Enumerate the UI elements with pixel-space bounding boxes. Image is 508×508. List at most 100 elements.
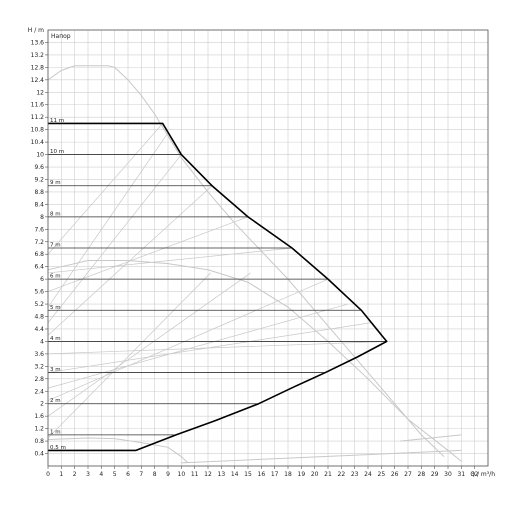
y-tick-label: 10 — [36, 152, 44, 159]
x-tick-label: 21 — [324, 471, 332, 478]
x-tick-label: 12 — [204, 471, 212, 478]
y-tick-label: 5.2 — [34, 301, 44, 308]
x-tick-label: 18 — [284, 471, 292, 478]
operating-envelope-line — [48, 122, 388, 452]
x-tick-label: 17 — [271, 471, 279, 478]
guide-lines — [47, 123, 387, 439]
guide-line — [47, 154, 182, 323]
right-guide — [399, 434, 462, 442]
setpoint-label: 6 m — [50, 274, 61, 280]
x-tick-label: 19 — [298, 471, 306, 478]
y-tick-label: 3.2 — [34, 363, 44, 370]
x-tick-label: 11 — [191, 471, 199, 478]
setpoint-label: 3 m — [50, 367, 61, 373]
setpoint-lines: 0.5 m 1 m 2 m 3 m 4 m 5 m 6 m 7 m 8 m 9 m 10 m 11 m — [48, 118, 387, 451]
bottom-guide — [181, 449, 462, 464]
x-tick-label: 32 — [471, 471, 479, 478]
power-curve — [47, 259, 462, 462]
y-tick-label: 2 — [40, 401, 44, 408]
guide-line — [47, 132, 169, 308]
y-axis-label: H / m — [28, 27, 44, 34]
x-tick-label: 16 — [258, 471, 266, 478]
x-tick-label: 10 — [178, 471, 186, 478]
setpoint-label: 11 m — [50, 118, 64, 124]
setpoint-label: 8 m — [50, 211, 61, 217]
y-tick-label: 9.6 — [34, 164, 44, 171]
setpoint-label: 10 m — [50, 149, 64, 155]
x-tick-label: 7 — [139, 471, 143, 478]
x-tick-label: 31 — [458, 471, 466, 478]
tick-labels: 0 1 2 3 4 5 6 7 8 9 10 11 12 13 14 15 16 17 18 19 20 21 22 23 24… — [31, 39, 479, 478]
x-tick-label: 29 — [431, 471, 439, 478]
x-tick-label: 0 — [46, 471, 50, 478]
legend-title: Напор — [51, 33, 71, 40]
y-tick-label: 6 — [40, 276, 44, 283]
y-tick-label: 9.2 — [34, 176, 44, 183]
y-tick-label: 10.4 — [31, 139, 45, 146]
y-tick-label: 12 — [36, 89, 44, 96]
setpoint-label: 7 m — [50, 243, 61, 249]
x-tick-label: 25 — [378, 471, 386, 478]
y-tick-label: 4.8 — [34, 314, 44, 321]
y-tick-label: 11.6 — [31, 102, 45, 109]
y-tick-label: 8 — [40, 214, 44, 221]
y-tick-label: 5.6 — [34, 289, 44, 296]
y-tick-label: 7.2 — [34, 239, 44, 246]
operating-envelope — [48, 122, 388, 452]
x-tick-label: 3 — [86, 471, 90, 478]
setpoint-label: 1 m — [50, 429, 61, 435]
setpoint-label: 9 m — [50, 180, 61, 186]
y-tick-label: 4 — [40, 338, 44, 345]
y-tick-label: 1.2 — [34, 426, 44, 433]
x-tick-label: 14 — [231, 471, 239, 478]
x-tick-label: 5 — [113, 471, 117, 478]
y-tick-label: 1.6 — [34, 413, 44, 420]
x-tick-label: 8 — [153, 471, 157, 478]
guide-line — [47, 278, 329, 401]
setpoint-label: 4 m — [50, 336, 61, 342]
y-tick-label: 13.2 — [31, 52, 45, 59]
y-tick-label: 3.6 — [34, 351, 44, 358]
min-curve — [47, 437, 189, 464]
setpoint-label: 0.5 m — [50, 445, 66, 451]
guide-line — [47, 272, 211, 439]
x-tick-label: 23 — [351, 471, 359, 478]
setpoint-label: 2 m — [50, 398, 61, 404]
y-tick-label: 6.4 — [34, 264, 44, 271]
curves — [47, 65, 462, 464]
max-curve — [47, 65, 445, 458]
x-tick-label: 4 — [99, 471, 103, 478]
x-tick-label: 26 — [391, 471, 399, 478]
y-tick-label: 12.4 — [31, 77, 45, 84]
x-tick-label: 6 — [126, 471, 130, 478]
x-tick-label: 24 — [364, 471, 372, 478]
x-tick-label: 9 — [166, 471, 170, 478]
y-tick-label: 10.8 — [31, 127, 45, 134]
y-tick-label: 2.4 — [34, 388, 44, 395]
x-tick-label: 27 — [404, 471, 412, 478]
y-tick-label: 7.6 — [34, 226, 44, 233]
x-tick-label: 15 — [244, 471, 252, 478]
y-tick-label: 2.8 — [34, 376, 44, 383]
y-tick-label: 0.4 — [34, 451, 44, 458]
y-tick-label: 0.8 — [34, 438, 44, 445]
y-tick-label: 8.4 — [34, 201, 44, 208]
y-tick-label: 11.2 — [31, 114, 45, 121]
x-tick-label: 13 — [218, 471, 226, 478]
guide-line — [47, 303, 349, 389]
x-tick-label: 20 — [311, 471, 319, 478]
x-tick-label: 2 — [73, 471, 77, 478]
x-axis-label: Q / m³/h — [470, 471, 495, 478]
y-tick-label: 6.8 — [34, 251, 44, 258]
y-tick-label: 13.6 — [31, 39, 45, 46]
x-tick-label: 22 — [338, 471, 346, 478]
plot-frame — [47, 29, 489, 467]
y-tick-label: 8.8 — [34, 189, 44, 196]
guide-line — [47, 341, 387, 355]
x-tick-label: 1 — [59, 471, 63, 478]
setpoint-label: 5 m — [50, 305, 61, 311]
guide-line — [47, 272, 251, 417]
y-tick-label: 12.8 — [31, 64, 45, 71]
x-tick-label: 30 — [444, 471, 452, 478]
